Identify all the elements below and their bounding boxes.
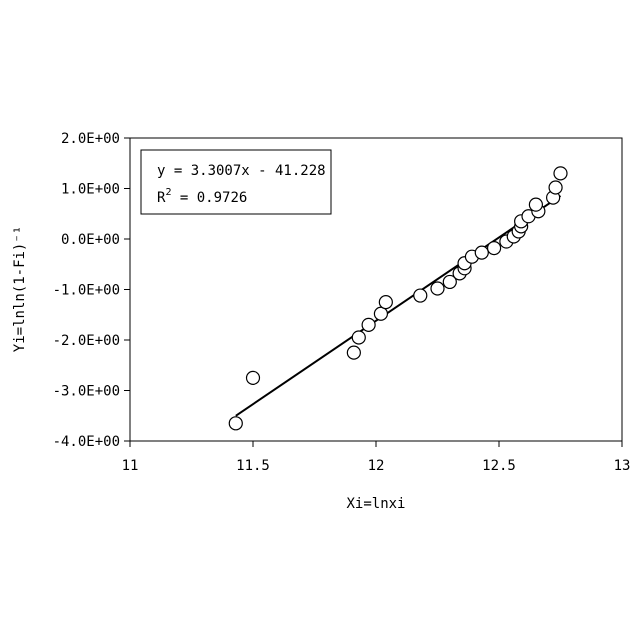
data-point: [229, 417, 242, 430]
r-squared-label: R2 = 0.9726: [157, 187, 247, 206]
data-point: [414, 289, 427, 302]
y-tick-label: 1.0E+00: [61, 182, 120, 198]
data-point: [529, 198, 542, 211]
y-tick-label: -1.0E+00: [53, 283, 120, 299]
data-point: [347, 346, 360, 359]
y-tick-label: 2.0E+00: [61, 131, 120, 147]
x-axis-title: Xi=lnxi: [346, 496, 405, 512]
y-tick-label: 0.0E+00: [61, 232, 120, 248]
equation-box: y = 3.3007x - 41.228 R2 = 0.9726: [141, 150, 331, 214]
y-tick-label: -2.0E+00: [53, 333, 120, 349]
y-axis: -4.0E+00 -3.0E+00 -2.0E+00 -1.0E+00 0.0E+00 1…: [53, 131, 130, 450]
data-point: [554, 167, 567, 180]
data-point: [362, 318, 375, 331]
data-point: [488, 242, 501, 255]
data-point: [352, 331, 365, 344]
y-tick-label: -3.0E+00: [53, 384, 120, 400]
r2-value: = 0.9726: [171, 190, 247, 206]
data-point: [431, 282, 444, 295]
data-point: [475, 246, 488, 259]
data-point: [549, 181, 562, 194]
data-point: [379, 296, 392, 309]
y-axis-title: Yi=lnln(1-Fi)⁻¹: [12, 226, 28, 352]
y-tick-label: -4.0E+00: [53, 434, 120, 450]
trendline-equation: y = 3.3007x - 41.228: [157, 163, 326, 179]
x-tick-label: 12.5: [482, 458, 516, 474]
x-tick-label: 12: [368, 458, 385, 474]
data-point: [247, 371, 260, 384]
x-tick-label: 11: [122, 458, 139, 474]
x-axis: 11 11.5 12 12.5 13: [122, 441, 631, 474]
x-tick-label: 11.5: [236, 458, 270, 474]
x-tick-label: 13: [614, 458, 631, 474]
